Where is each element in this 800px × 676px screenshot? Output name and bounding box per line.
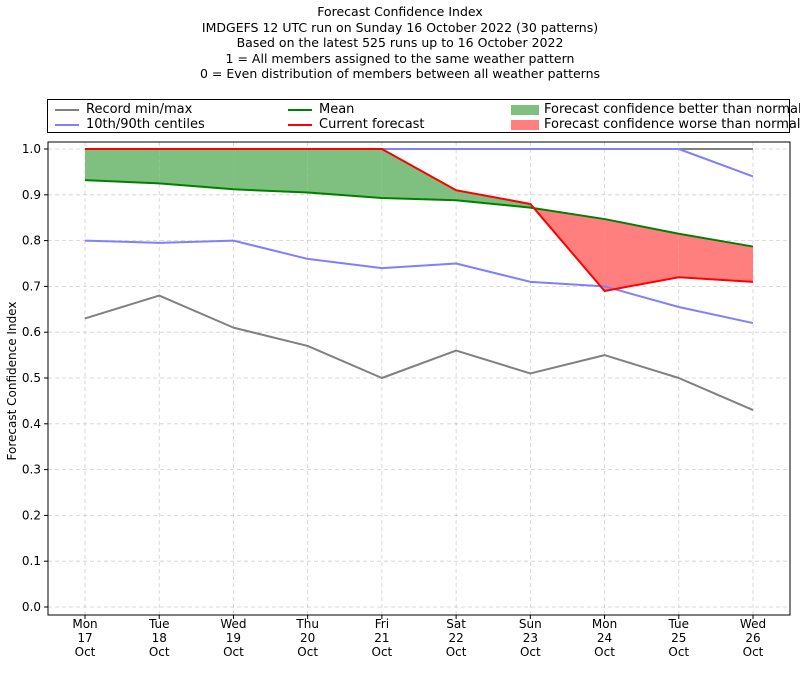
x-tick-label-line: Oct: [446, 645, 467, 659]
legend-label-record: Record min/max: [86, 102, 193, 117]
y-tick-label: 0.6: [22, 325, 41, 339]
y-tick-label: 0.3: [22, 463, 41, 477]
legend-label-worse: Forecast confidence worse than normal: [544, 117, 800, 132]
chart-title-block: Forecast Confidence Index IMDGEFS 12 UTC…: [0, 4, 800, 82]
y-tick-label: 0.9: [22, 188, 41, 202]
y-tick-label: 0.2: [22, 508, 41, 522]
fill-better-than-normal: [159, 149, 234, 190]
x-tick-label: Tue 18 Oct: [148, 617, 170, 659]
x-tick-label-line: 25: [671, 631, 686, 645]
chart-subtitle-run: IMDGEFS 12 UTC run on Sunday 16 October …: [201, 19, 599, 35]
x-tick-label-line: Thu: [295, 617, 319, 631]
series-line-mean: [84, 179, 754, 248]
x-tick-label-line: Oct: [223, 645, 244, 659]
x-tick-label-line: Sat: [446, 617, 466, 631]
x-tick-label-line: Mon: [592, 617, 617, 631]
legend-item-record: Record min/max: [55, 102, 192, 117]
x-tick-label: Wed 19 Oct: [220, 617, 246, 659]
x-tick-label-line: 22: [448, 631, 463, 645]
x-tick-label-line: Tue: [668, 617, 690, 631]
y-tick-label: 1.0: [22, 142, 41, 156]
legend-label-better: Forecast confidence better than normal: [544, 102, 800, 117]
x-tick-label-line: 17: [77, 631, 92, 645]
fill-better-than-normal: [307, 149, 382, 199]
legend-item-current: Current forecast: [288, 117, 425, 132]
legend-label-centiles: 10th/90th centiles: [86, 117, 205, 132]
y-tick-label: 0.5: [22, 371, 41, 385]
x-tick-label: Wed 26 Oct: [740, 617, 766, 659]
x-tick-label-line: Oct: [297, 645, 318, 659]
y-tick-label: 0.0: [22, 600, 41, 614]
legend-swatch-current: [288, 123, 312, 126]
x-tick-label-line: Oct: [149, 645, 170, 659]
legend-swatch-record: [55, 108, 79, 111]
chart-subtitle-scale-max: 1 = All members assigned to the same wea…: [225, 50, 575, 66]
legend-item-mean: Mean: [288, 102, 354, 117]
x-tick-label-line: Oct: [372, 645, 393, 659]
x-tick-label-line: Mon: [72, 617, 97, 631]
x-tick-label-line: 18: [152, 631, 167, 645]
legend-swatch-centiles: [55, 123, 79, 126]
x-tick-label-line: 21: [374, 631, 389, 645]
fill-worse-than-normal: [678, 233, 753, 282]
chart-legend: Record min/max 10th/90th centiles Mean C…: [47, 99, 800, 133]
legend-item-better: Forecast confidence better than normal: [511, 102, 800, 117]
fill-worse-than-normal: [604, 219, 679, 291]
series-line-record-min: [84, 294, 754, 411]
x-tick-label-line: 24: [597, 631, 612, 645]
y-tick-label: 0.4: [22, 417, 41, 431]
x-tick-label-line: Oct: [75, 645, 96, 659]
x-tick-label-line: 26: [745, 631, 760, 645]
confidence-fills: [85, 149, 753, 291]
x-tick-label: Mon 17 Oct: [72, 617, 97, 659]
legend-label-mean: Mean: [319, 102, 355, 117]
legend-swatch-worse: [511, 119, 539, 130]
legend-label-current: Current forecast: [319, 117, 425, 132]
legend-item-worse: Forecast confidence worse than normal: [511, 117, 800, 132]
x-tick-label: Mon 24 Oct: [592, 617, 617, 659]
x-tick-label-line: Fri: [375, 617, 389, 631]
x-tick-label-line: Wed: [220, 617, 246, 631]
x-tick-label-line: Wed: [740, 617, 766, 631]
x-tick-label-line: Sun: [519, 617, 542, 631]
y-axis-label: Forecast Confidence Index: [5, 302, 19, 461]
y-tick-label: 0.1: [22, 554, 41, 568]
fill-better-than-normal: [381, 149, 457, 201]
chart-title: Forecast Confidence Index: [317, 4, 483, 19]
series-lines: [84, 148, 754, 411]
legend-swatch-better: [511, 104, 539, 115]
series-line-p10: [84, 239, 754, 325]
chart-subtitle-basis: Based on the latest 525 runs up to 16 Oc…: [236, 35, 564, 50]
x-tick-label-line: 20: [300, 631, 315, 645]
x-tick-label: Thu 20 Oct: [295, 617, 319, 659]
x-tick-label-line: 19: [226, 631, 241, 645]
x-tick-label-line: Oct: [743, 645, 764, 659]
x-tick-label: Tue 25 Oct: [668, 617, 690, 659]
y-tick-label: 0.8: [22, 234, 41, 248]
x-tick-label-line: Tue: [148, 617, 170, 631]
x-tick-label: Sat 22 Oct: [446, 617, 467, 659]
series-line-current: [85, 148, 754, 292]
fill-better-than-normal: [233, 149, 308, 193]
x-tick-label-line: Oct: [520, 645, 541, 659]
x-tick-label-line: Oct: [594, 645, 615, 659]
x-tick-label-line: 23: [523, 631, 538, 645]
chart-subtitle-scale-min: 0 = Even distribution of members between…: [199, 66, 601, 81]
x-tick-label: Fri 21 Oct: [372, 617, 393, 659]
y-tick-label: 0.7: [22, 279, 41, 293]
fill-better-than-normal: [85, 149, 160, 184]
legend-item-centiles: 10th/90th centiles: [55, 117, 205, 132]
legend-swatch-mean: [288, 108, 312, 111]
x-tick-label: Sun 23 Oct: [519, 617, 542, 659]
x-tick-label-line: Oct: [668, 645, 689, 659]
